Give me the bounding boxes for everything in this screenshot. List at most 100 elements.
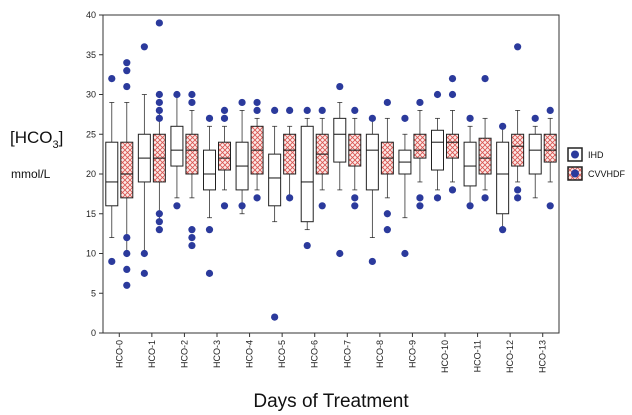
outlier-point — [155, 210, 163, 218]
outlier-point — [383, 210, 391, 218]
box-cvvhdf-5 — [283, 106, 297, 202]
legend-label-cvvhdf: CVVHDF — [588, 169, 626, 179]
box-ihd-8 — [365, 114, 379, 266]
outlier-point — [546, 106, 554, 114]
y-axis-unit: mmol/L — [11, 167, 51, 181]
outlier-point — [546, 202, 554, 210]
y-axis-label: [HCO3] — [10, 128, 63, 151]
outlier-point — [368, 114, 376, 122]
box-cvvhdf-1 — [152, 19, 166, 234]
outlier-point — [123, 234, 131, 242]
box-ihd-6 — [300, 106, 314, 250]
box-iqr — [365, 133, 379, 191]
box-ihd-3 — [203, 114, 216, 277]
x-tick-label: HCO-0 — [114, 340, 124, 368]
outlier-point — [108, 257, 116, 266]
outlier-point — [531, 114, 539, 122]
outlier-point — [123, 281, 131, 289]
outlier-point — [123, 67, 131, 75]
outlier-point — [416, 202, 424, 210]
box-iqr — [268, 153, 282, 207]
box-cvvhdf-9 — [413, 98, 427, 210]
x-tick-label: HCO-12 — [505, 340, 515, 373]
legend-label-ihd: IHD — [588, 150, 604, 160]
outlier-point — [188, 98, 196, 107]
outlier-point — [188, 234, 196, 242]
box-cvvhdf-0 — [120, 59, 134, 289]
x-tick-label: HCO-6 — [310, 340, 320, 368]
outlier-point — [220, 202, 229, 210]
box-iqr — [511, 133, 525, 167]
outlier-point — [123, 249, 131, 258]
outlier-point — [155, 106, 163, 114]
outlier-point — [140, 249, 148, 258]
outlier-point — [123, 59, 131, 67]
box-ihd-7 — [333, 82, 347, 258]
outlier-point — [318, 106, 326, 114]
box-iqr — [413, 133, 427, 159]
x-tick-label: HCO-11 — [473, 340, 483, 372]
box-cvvhdf-6 — [315, 106, 329, 210]
outlier-point — [173, 90, 181, 99]
outlier-point — [303, 106, 311, 114]
outlier-point — [205, 226, 214, 234]
legend-marker-ihd — [571, 150, 579, 159]
outlier-point — [448, 90, 457, 99]
outlier-point — [271, 106, 279, 114]
outlier-point — [514, 43, 522, 51]
box-iqr — [218, 141, 231, 171]
series-cvvhdf — [120, 19, 557, 289]
y-axis: 0 5 10 15 20 25 30 35 40 — [86, 10, 103, 338]
outlier-point — [253, 98, 261, 107]
box-ihd-4 — [235, 98, 249, 215]
outlier-point — [499, 122, 507, 130]
outlier-point — [351, 106, 359, 114]
outlier-point — [205, 114, 214, 122]
box-ihd-2 — [170, 90, 184, 210]
box-iqr — [528, 133, 542, 175]
outlier-point — [188, 226, 196, 234]
box-cvvhdf-13 — [543, 106, 557, 210]
legend-marker-cvvhdf — [571, 169, 579, 178]
outlier-point — [155, 98, 163, 107]
x-tick-label: HCO-10 — [440, 340, 450, 373]
outlier-point — [499, 226, 507, 234]
outlier-point — [481, 194, 489, 202]
box-ihd-10 — [431, 90, 444, 202]
y-tick-label: 30 — [86, 90, 96, 100]
y-tick-label: 15 — [86, 209, 96, 219]
outlier-point — [481, 75, 489, 83]
outlier-point — [466, 114, 474, 122]
outlier-point — [155, 114, 163, 122]
outlier-point — [351, 194, 359, 202]
outlier-point — [286, 194, 294, 202]
y-tick-label: 25 — [86, 129, 96, 139]
box-iqr — [203, 149, 216, 191]
outlier-point — [336, 82, 344, 91]
outlier-point — [253, 106, 261, 114]
outlier-point — [416, 194, 424, 202]
outlier-point — [416, 98, 424, 107]
y-tick-label: 20 — [86, 169, 96, 179]
outlier-point — [155, 19, 163, 27]
box-iqr — [478, 137, 492, 175]
outlier-point — [140, 43, 148, 51]
box-iqr — [283, 133, 297, 175]
outlier-point — [123, 82, 131, 91]
outlier-point — [140, 269, 148, 277]
box-ihd-1 — [137, 43, 151, 277]
outlier-point — [433, 194, 442, 202]
outlier-point — [318, 202, 326, 210]
outlier-point — [303, 241, 311, 250]
box-iqr — [185, 133, 199, 175]
outlier-point — [401, 249, 409, 258]
outlier-point — [188, 241, 196, 250]
outlier-point — [155, 226, 163, 234]
outlier-point — [466, 202, 474, 210]
box-iqr — [431, 129, 444, 171]
box-cvvhdf-7 — [348, 106, 362, 210]
legend-item-cvvhdf: CVVHDF — [567, 166, 626, 181]
legend: IHD CVVHDF — [567, 147, 626, 181]
x-tick-label: HCO-8 — [375, 340, 385, 368]
